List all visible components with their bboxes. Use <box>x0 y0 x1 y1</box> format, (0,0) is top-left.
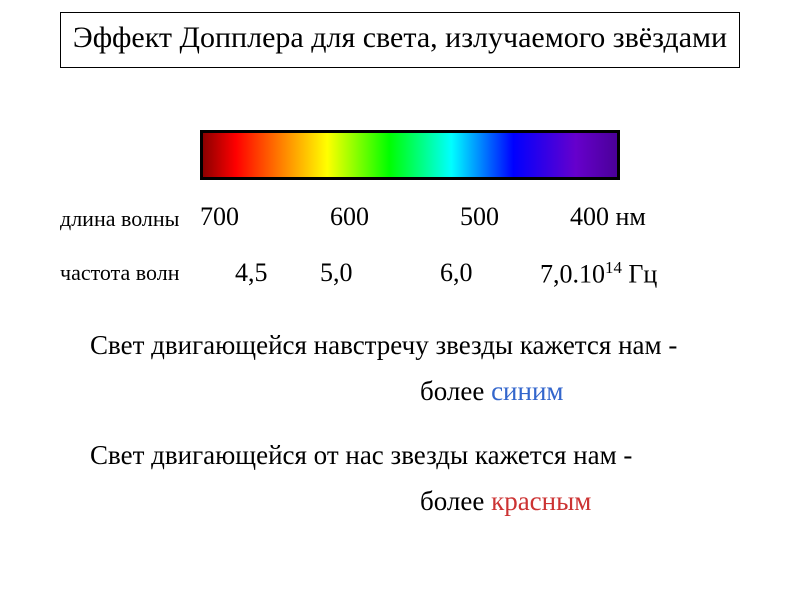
receding-more: более <box>420 486 491 516</box>
receding-result: более красным <box>420 486 591 517</box>
freq-70-base: 10 <box>579 260 605 289</box>
approaching-color-word: синим <box>491 376 563 406</box>
approaching-line: Свет двигающейся навстречу звезды кажетс… <box>90 330 677 361</box>
title-box: Эффект Допплера для света, излучаемого з… <box>60 12 740 68</box>
spectrum-bar <box>200 130 620 180</box>
freq-70-exp: 14 <box>605 258 622 277</box>
frequency-70: 7,0.1014 Гц <box>540 258 657 290</box>
approaching-result: более синим <box>420 376 564 407</box>
wavelength-500: 500 <box>460 202 499 232</box>
receding-line: Свет двигающейся от нас звезды кажется н… <box>90 440 632 471</box>
wavelength-700: 700 <box>200 202 239 232</box>
wavelength-600: 600 <box>330 202 369 232</box>
frequency-60: 6,0 <box>440 258 473 288</box>
frequency-45: 4,5 <box>235 258 268 288</box>
approaching-more: более <box>420 376 491 406</box>
page-title: Эффект Допплера для света, излучаемого з… <box>65 19 735 57</box>
frequency-50: 5,0 <box>320 258 353 288</box>
freq-70-prefix: 7,0 <box>540 260 573 289</box>
receding-color-word: красным <box>491 486 591 516</box>
wavelength-label: длина волны <box>60 206 179 232</box>
frequency-label: частота волн <box>60 260 179 286</box>
wavelength-400: 400 нм <box>570 202 646 232</box>
freq-70-unit: Гц <box>622 260 657 289</box>
